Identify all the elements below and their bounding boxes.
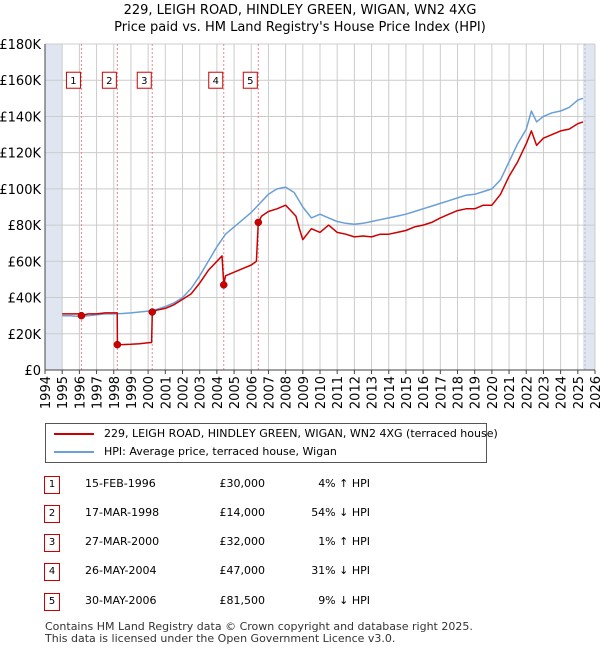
y-tick-label: £60K xyxy=(8,255,42,270)
shaded-period xyxy=(45,44,63,370)
sale-price: £30,000 xyxy=(219,477,266,490)
sale-number-badge: 3 xyxy=(44,534,60,552)
chart-title-block: 229, LEIGH ROAD, HINDLEY GREEN, WIGAN, W… xyxy=(0,2,600,36)
sale-date: 26-MAY-2004 xyxy=(85,564,157,577)
x-tick-label: 2020 xyxy=(486,376,501,409)
x-tick-label: 2024 xyxy=(555,376,570,409)
sale-date: 17-MAR-1998 xyxy=(85,506,160,519)
sale-label-number: 1 xyxy=(70,76,76,87)
sale-label-box xyxy=(101,71,117,89)
sale-point xyxy=(148,308,156,316)
x-tick-label: 2005 xyxy=(228,376,243,409)
x-tick-label: 2023 xyxy=(537,376,552,409)
table-row: 3 27-MAR-2000 £32,000 1% ↑ HPI xyxy=(0,532,600,552)
x-tick-label: 2002 xyxy=(177,376,192,409)
sale-label-number: 4 xyxy=(213,76,219,87)
sale-date: 27-MAR-2000 xyxy=(85,535,160,548)
y-tick-label: £40K xyxy=(8,292,42,307)
x-tick-label: 2000 xyxy=(142,376,157,409)
x-tick-label: 2018 xyxy=(452,376,467,409)
x-tick-label: 2009 xyxy=(297,376,312,409)
x-tick-label: 2013 xyxy=(366,376,381,409)
sale-number-badge: 5 xyxy=(44,593,60,611)
table-row: 1 15-FEB-1996 £30,000 4% ↑ HPI xyxy=(0,474,600,494)
x-tick-label: 2014 xyxy=(383,376,398,409)
x-tick-label: 2026 xyxy=(589,376,600,409)
x-tick-label: 2010 xyxy=(314,376,329,409)
sale-date: 30-MAY-2006 xyxy=(85,594,157,607)
x-tick-label: 1994 xyxy=(39,376,54,409)
chart-title-address: 229, LEIGH ROAD, HINDLEY GREEN, WIGAN, W… xyxy=(123,3,477,18)
sale-label-box xyxy=(242,71,258,89)
x-tick-label: 2016 xyxy=(417,376,432,409)
sale-point xyxy=(77,311,86,320)
legend-label-hpi: HPI: Average price, terraced house, Wiga… xyxy=(104,445,337,458)
x-tick-label: 2003 xyxy=(194,376,209,409)
x-tick-label: 1997 xyxy=(91,376,106,409)
x-tick-label: 2015 xyxy=(400,376,415,409)
footer-license: This data is licensed under the Open Gov… xyxy=(45,632,396,645)
table-row: 4 26-MAY-2004 £47,000 31% ↓ HPI xyxy=(0,561,600,581)
sale-price: £32,000 xyxy=(219,535,266,548)
shaded-period xyxy=(582,44,595,370)
y-tick-label: £100K xyxy=(0,183,41,198)
table-row: 2 17-MAR-1998 £14,000 54% ↓ HPI xyxy=(0,503,600,523)
x-tick-label: 1995 xyxy=(56,376,71,409)
y-tick-label: £120K xyxy=(0,147,41,162)
x-tick-label: 2019 xyxy=(469,376,484,409)
table-row: 5 30-MAY-2006 £81,500 9% ↓ HPI xyxy=(0,591,600,611)
chart-legend: 229, LEIGH ROAD, HINDLEY GREEN, WIGAN, W… xyxy=(45,423,498,463)
x-tick-label: 2012 xyxy=(348,376,363,409)
sale-hpi-diff: 4% ↑ HPI xyxy=(318,477,370,490)
y-tick-label: £160K xyxy=(0,74,41,89)
footer-copyright: Contains HM Land Registry data © Crown c… xyxy=(45,620,473,633)
sale-label-number: 2 xyxy=(106,76,112,87)
y-tick-label: £140K xyxy=(0,110,41,125)
sale-label-box xyxy=(65,71,81,89)
sale-hpi-diff: 9% ↓ HPI xyxy=(318,594,370,607)
sale-point xyxy=(220,281,228,289)
legend-label-property: 229, LEIGH ROAD, HINDLEY GREEN, WIGAN, W… xyxy=(104,427,498,440)
x-tick-label: 2017 xyxy=(434,376,449,409)
x-tick-label: 2004 xyxy=(211,376,226,409)
legend-swatch-hpi xyxy=(54,451,94,453)
sale-point xyxy=(113,340,122,349)
footer-attribution: Contains HM Land Registry data © Crown c… xyxy=(45,621,473,645)
x-tick-label: 2006 xyxy=(245,376,260,409)
sale-hpi-diff: 1% ↑ HPI xyxy=(318,535,370,548)
x-tick-label: 2021 xyxy=(503,376,518,409)
x-tick-label: 1998 xyxy=(108,376,123,409)
x-tick-label: 1996 xyxy=(73,376,88,409)
sale-price: £47,000 xyxy=(219,564,266,577)
sale-point xyxy=(254,218,263,227)
sale-number-badge: 1 xyxy=(44,476,60,494)
y-tick-label: £0 xyxy=(24,364,41,379)
sale-number-badge: 4 xyxy=(44,563,60,581)
y-tick-label: £20K xyxy=(8,328,42,343)
series-property-line xyxy=(62,121,584,346)
x-tick-label: 2011 xyxy=(331,376,346,409)
x-tick-label: 1999 xyxy=(125,376,140,409)
x-tick-label: 2022 xyxy=(520,376,535,409)
sale-date: 15-FEB-1996 xyxy=(85,477,156,490)
legend-swatch-property xyxy=(54,433,94,435)
sale-label-box xyxy=(208,71,224,89)
sale-price: £81,500 xyxy=(219,594,266,607)
y-tick-label: £80K xyxy=(8,219,42,234)
sale-label-number: 5 xyxy=(247,76,253,87)
sale-hpi-diff: 31% ↓ HPI xyxy=(311,564,370,577)
chart-title-subtitle: Price paid vs. HM Land Registry's House … xyxy=(114,20,486,35)
x-tick-label: 2025 xyxy=(572,376,587,409)
sale-price: £14,000 xyxy=(219,506,266,519)
sale-label-box xyxy=(136,71,152,89)
price-chart: 1 2 3 4 5 £0 £20K £40K £60K £80K £100K £120K £140K £1… xyxy=(0,38,600,409)
x-tick-label: 2008 xyxy=(280,376,295,409)
sale-hpi-diff: 54% ↓ HPI xyxy=(311,506,370,519)
y-tick-label: £180K xyxy=(0,38,41,53)
sale-label-number: 3 xyxy=(141,76,147,87)
x-tick-label: 2001 xyxy=(159,376,174,409)
sale-number-badge: 2 xyxy=(44,505,60,523)
x-tick-label: 2007 xyxy=(262,376,277,409)
